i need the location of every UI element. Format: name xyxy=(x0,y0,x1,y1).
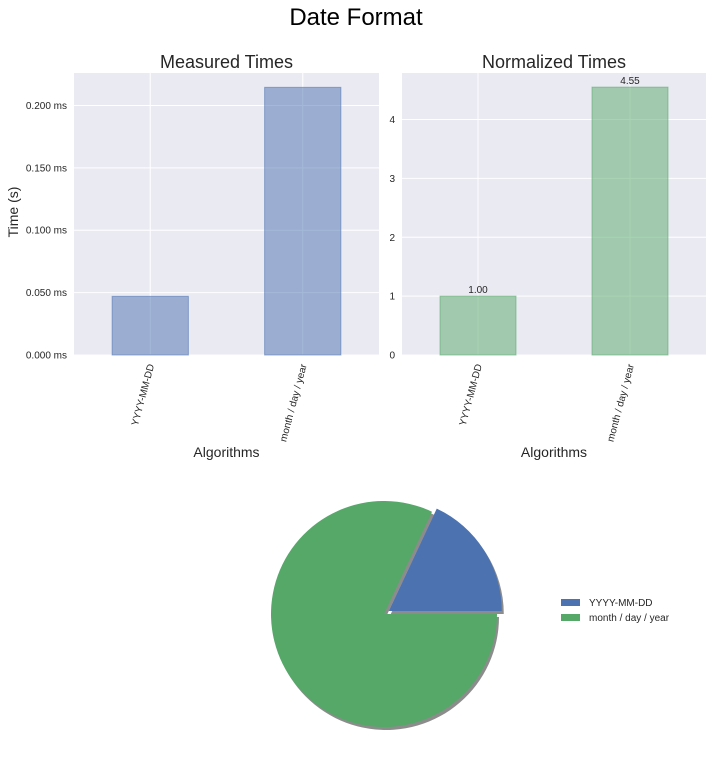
y-tick-label: 0.200 ms xyxy=(26,101,67,112)
x-tick-label: month / day / year xyxy=(606,362,638,443)
measured-times-panel: 0.000 ms 0.050 ms 0.100 ms 0.150 ms 0.200 ms… xyxy=(5,52,379,460)
pie-panel: YYYY-MM-DD month / day / year xyxy=(270,501,670,730)
x-axis-label: Algorithms xyxy=(193,444,259,460)
y-tick-label: 0.000 ms xyxy=(26,351,67,362)
pie-slice xyxy=(388,508,502,611)
y-tick-label: 4 xyxy=(389,115,395,126)
y-axis-label: Time (s) xyxy=(5,187,21,238)
legend-swatch xyxy=(561,599,580,606)
bar xyxy=(439,295,517,356)
pie-slice xyxy=(270,501,497,727)
data-label: 4.55 xyxy=(620,76,640,87)
subplot-title: Measured Times xyxy=(160,52,293,72)
y-tick-label: 2 xyxy=(389,233,395,244)
legend-label: month / day / year xyxy=(589,613,670,624)
bar xyxy=(264,86,342,356)
y-tick-label: 0 xyxy=(389,351,395,362)
data-label: 1.00 xyxy=(468,285,488,296)
x-tick-label: month / day / year xyxy=(278,362,310,443)
y-tick-label: 0.100 ms xyxy=(26,226,67,237)
subplot-title: Normalized Times xyxy=(482,52,626,72)
bar xyxy=(591,86,669,356)
x-tick-label: YYYY-MM-DD xyxy=(458,363,485,427)
x-axis-label: Algorithms xyxy=(521,444,587,460)
legend-label: YYYY-MM-DD xyxy=(589,598,653,609)
y-tick-label: 0.150 ms xyxy=(26,163,67,174)
normalized-times-panel: 0 1 2 3 4 1.00 4.55 YYYY-MM-DD month / day / yea… xyxy=(389,52,706,460)
legend: YYYY-MM-DD month / day / year xyxy=(561,598,670,624)
bar xyxy=(111,295,189,356)
legend-swatch xyxy=(561,614,580,621)
x-tick-label: YYYY-MM-DD xyxy=(130,363,157,427)
y-tick-label: 3 xyxy=(389,174,395,185)
y-tick-label: 0.050 ms xyxy=(26,288,67,299)
y-tick-label: 1 xyxy=(389,292,395,303)
figure-title: Date Format xyxy=(289,4,423,31)
